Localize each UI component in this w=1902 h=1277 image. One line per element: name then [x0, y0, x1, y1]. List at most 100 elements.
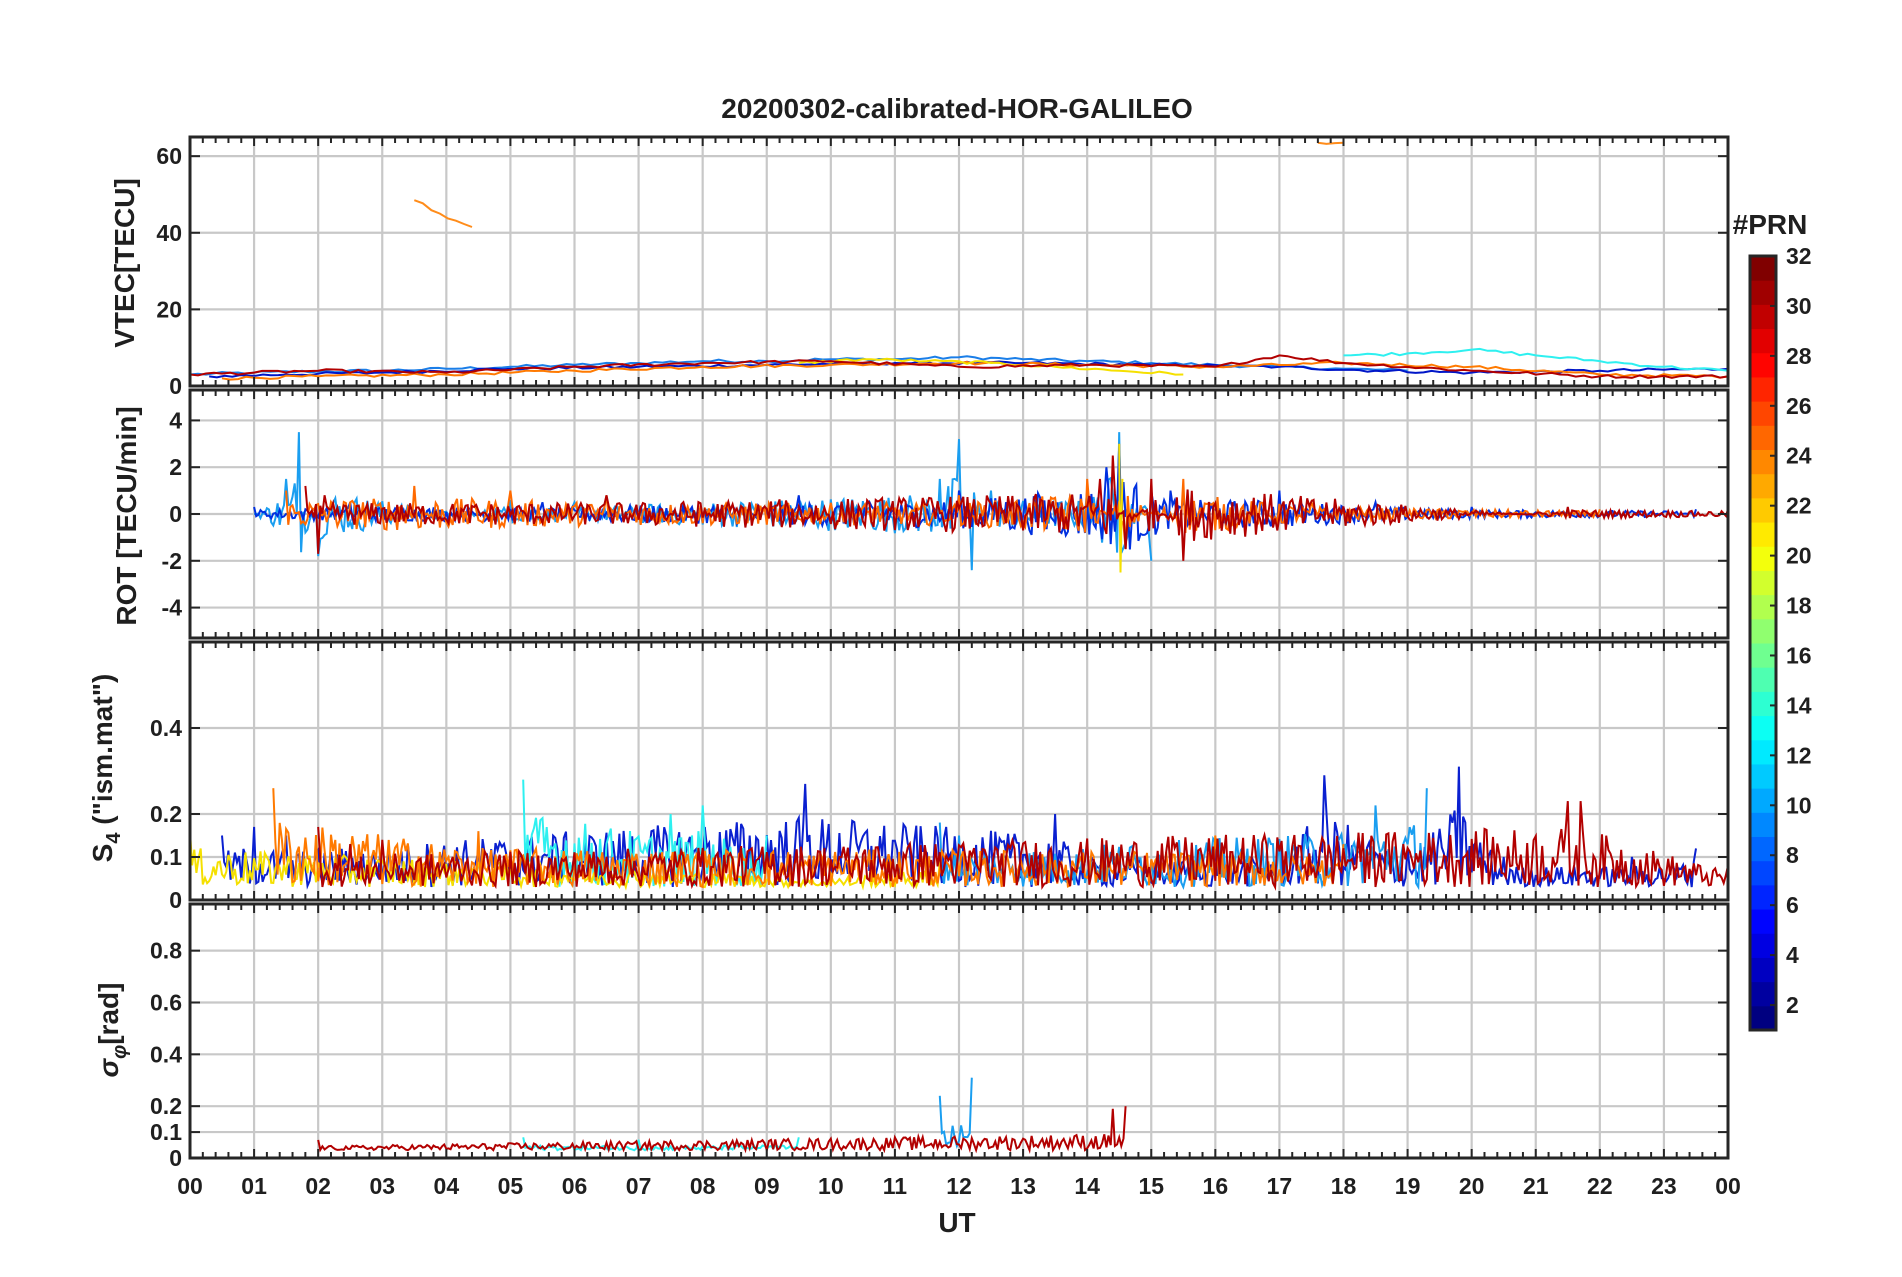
- vtec-series-prn-23: [413, 199, 473, 228]
- x-tick-label: 10: [818, 1173, 844, 1199]
- sigma-y-tick-label: 0.8: [150, 938, 182, 964]
- sigma-y-tick-label: 0.6: [150, 989, 182, 1015]
- colorbar-tick-label: 18: [1786, 593, 1812, 619]
- x-tick-label: 16: [1203, 1173, 1229, 1199]
- x-tick-label: 07: [626, 1173, 652, 1199]
- s4-panel: 0 0.1 0.2 0.4: [150, 640, 1730, 913]
- vtec-data: [190, 141, 1728, 381]
- x-axis-ticks: 00 01 02 03 04 05 06 07 08 09 10 11 12 13 14 15 16 17 18 19…: [177, 1173, 1741, 1199]
- sigma-data: [317, 1077, 1127, 1154]
- vtec-panel: 0 20 40 60: [156, 135, 1730, 399]
- vtec-series-prn-13: [1343, 347, 1728, 372]
- colorbar-tick-label: 14: [1786, 692, 1812, 718]
- colorbar-tick-label: 6: [1786, 892, 1799, 918]
- s4-y-axis-label: S4 ("ism.mat"): [87, 674, 125, 863]
- x-tick-label: 14: [1074, 1173, 1100, 1199]
- x-tick-label: 08: [690, 1173, 716, 1199]
- vtec-series-prn-24: [221, 360, 1728, 381]
- vtec-y-tick-label: 0: [169, 373, 182, 399]
- rot-panel: -4 -2 0 2 4: [162, 388, 1730, 640]
- sigma-y-tick-label: 0.4: [150, 1041, 182, 1067]
- x-tick-label: 01: [241, 1173, 267, 1199]
- colorbar-swatch: [1750, 618, 1776, 644]
- colorbar-tick-label: 26: [1786, 393, 1812, 419]
- vtec-series-prn-21: [798, 357, 1184, 376]
- colorbar-swatch: [1750, 546, 1776, 571]
- rot-series-prn-20: [1118, 443, 1124, 573]
- sigma-frame: [188, 902, 1730, 1160]
- colorbar-swatch: [1750, 280, 1776, 305]
- sigma-label-rest: [rad]: [93, 983, 124, 1045]
- colorbar-tick-label: 12: [1786, 742, 1812, 768]
- colorbar-tick-label: 8: [1786, 842, 1799, 868]
- colorbar-swatch: [1750, 957, 1776, 983]
- x-tick-label: 15: [1138, 1173, 1164, 1199]
- x-tick-label: 23: [1651, 1173, 1677, 1199]
- rot-series-prn-31: [304, 455, 1728, 561]
- sigma-series-prn-31: [317, 1106, 1127, 1154]
- sigma-panel: 00.10.2 0.4 0.6 0.8: [150, 902, 1730, 1171]
- s4-y-tick-label: 0.1: [150, 844, 182, 870]
- colorbar-swatch: [1750, 473, 1776, 499]
- x-tick-label: 20: [1459, 1173, 1485, 1199]
- colorbar-swatch: [1750, 715, 1776, 741]
- colorbar-tick-label: 28: [1786, 343, 1812, 369]
- colorbar-tick-label: 30: [1786, 293, 1812, 319]
- vtec-frame: [188, 135, 1730, 388]
- colorbar-swatch: [1750, 497, 1776, 523]
- vtec-y-tick-label: 40: [156, 220, 182, 246]
- colorbar-swatch: [1750, 691, 1776, 717]
- s4-series-prn-10: [938, 788, 1428, 891]
- colorbar-swatch: [1750, 594, 1776, 620]
- colorbar-swatch: [1750, 449, 1776, 475]
- colorbar-swatch: [1750, 812, 1776, 837]
- colorbar-tick-label: 16: [1786, 642, 1812, 668]
- rot-data: [253, 432, 1728, 573]
- vtec-y-tick-label: 60: [156, 143, 182, 169]
- x-tick-label: 00: [177, 1173, 203, 1199]
- x-tick-label: 22: [1587, 1173, 1613, 1199]
- vtec-series-prn-31: [190, 354, 1728, 379]
- x-tick-label: 00: [1715, 1173, 1741, 1199]
- sigma-y-tick-label: 0.1: [150, 1119, 182, 1145]
- sigma-y-tick-label: 0.2: [150, 1093, 182, 1119]
- x-tick-label: 11: [883, 1173, 908, 1199]
- colorbar-swatch: [1750, 328, 1776, 354]
- colorbar-tick-label: 22: [1786, 493, 1812, 519]
- rot-y-tick-label: 2: [169, 454, 182, 480]
- colorbar-swatch: [1750, 304, 1776, 330]
- x-tick-label: 09: [754, 1173, 780, 1199]
- colorbar-swatch: [1750, 376, 1776, 402]
- chart-title: 20200302-calibrated-HOR-GALILEO: [721, 93, 1193, 124]
- s4-frame: [188, 640, 1730, 902]
- sigma-label-main: σ: [93, 1057, 124, 1077]
- x-tick-label: 05: [498, 1173, 524, 1199]
- x-tick-label: 12: [946, 1173, 972, 1199]
- colorbar-tick-label: 20: [1786, 543, 1812, 569]
- s4-data: [190, 766, 1728, 891]
- colorbar-swatch: [1750, 667, 1776, 692]
- s4-series-prn-20: [190, 831, 941, 891]
- sigma-y-axis-label: σφ[rad]: [93, 983, 131, 1078]
- s4-label-main: S: [87, 844, 118, 863]
- x-tick-label: 06: [562, 1173, 588, 1199]
- sigma-y-tick-label: 0: [169, 1145, 182, 1171]
- x-tick-label: 03: [369, 1173, 395, 1199]
- colorbar-label: #PRN: [1733, 209, 1808, 240]
- colorbar-swatch: [1750, 909, 1776, 934]
- colorbar-swatch: [1750, 570, 1776, 596]
- s4-y-tick-label: 0.4: [150, 715, 182, 741]
- rot-y-tick-label: 0: [169, 501, 182, 527]
- x-axis-label: UT: [938, 1207, 975, 1238]
- s4-label-rest: ("ism.mat"): [87, 674, 118, 833]
- colorbar-swatch: [1750, 860, 1776, 886]
- colorbar-tick-label: 10: [1786, 792, 1812, 818]
- x-tick-label: 18: [1331, 1173, 1357, 1199]
- x-tick-label: 04: [434, 1173, 460, 1199]
- colorbar-swatch: [1750, 425, 1776, 450]
- colorbar-swatch: [1750, 933, 1776, 958]
